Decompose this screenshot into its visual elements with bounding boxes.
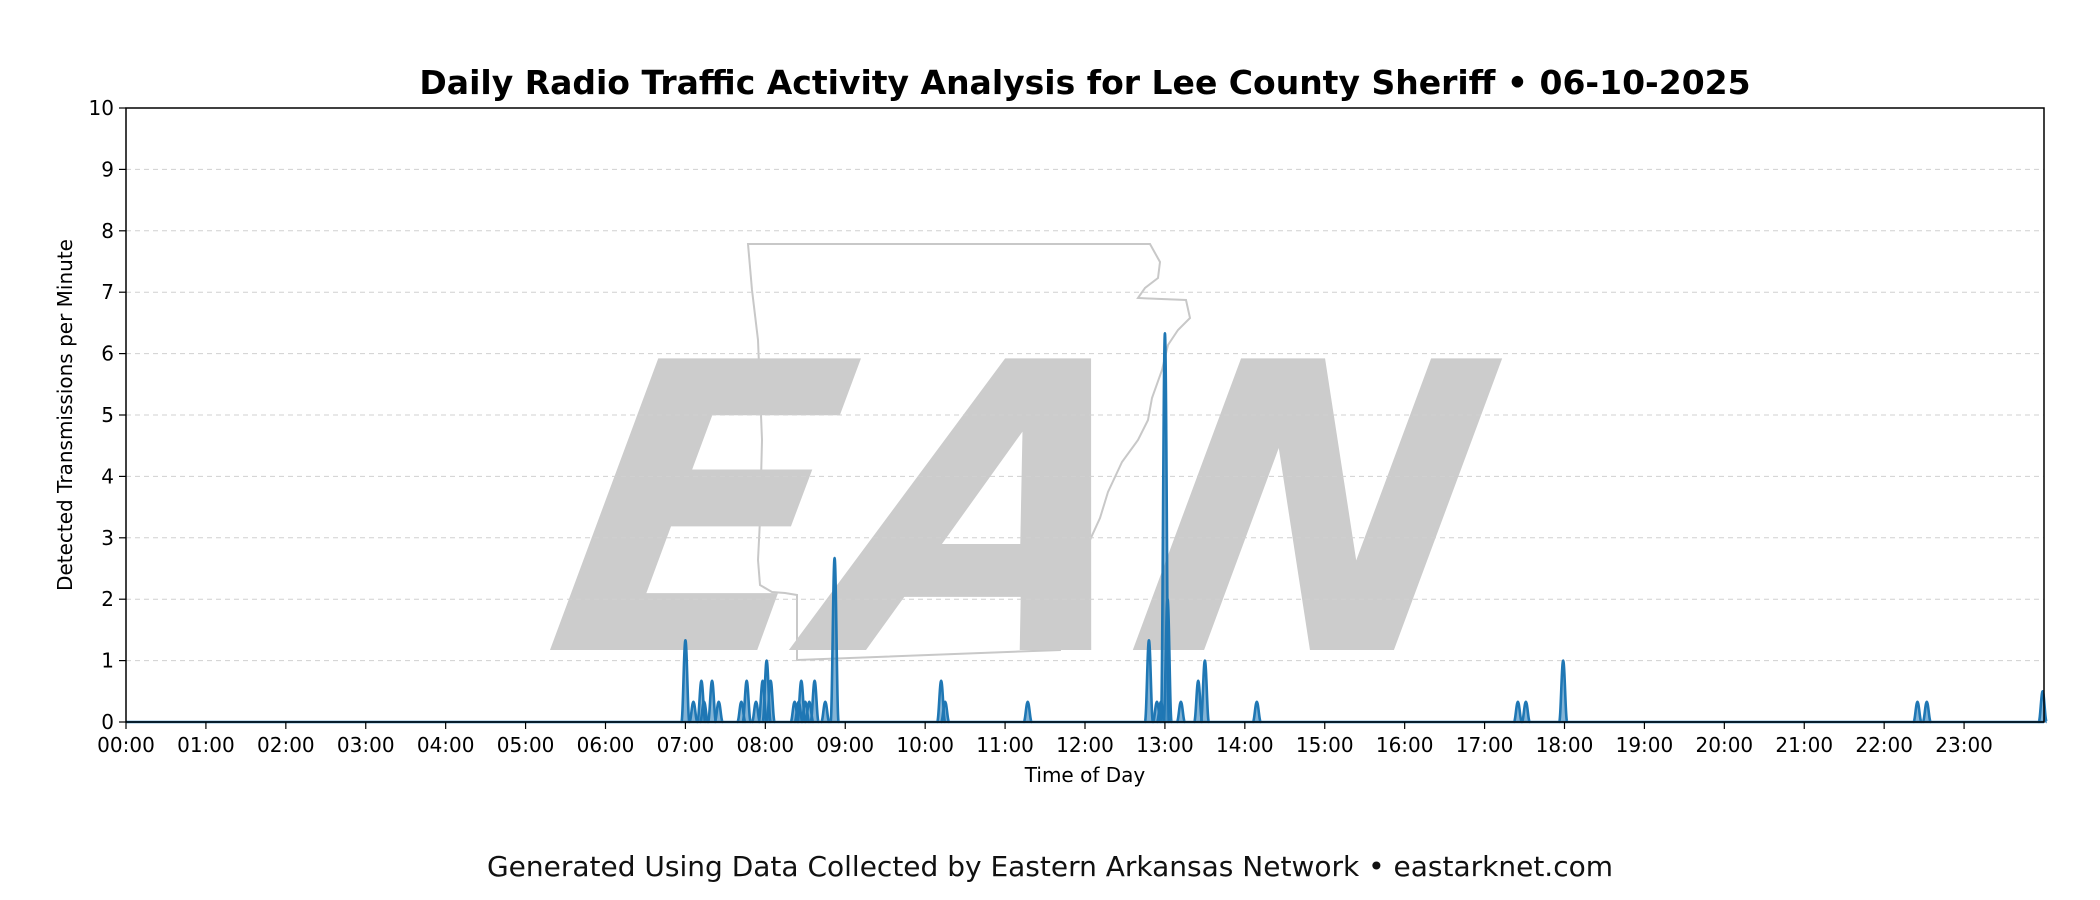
x-tick-label: 05:00 [497,733,555,757]
x-tick-label: 06:00 [577,733,635,757]
x-tick-label: 00:00 [97,733,155,757]
data-point [765,679,776,724]
data-point [688,700,699,724]
x-tick-label: 08:00 [737,733,795,757]
arkansas-outline [746,243,1192,662]
y-tick-label: 2 [101,587,114,611]
x-tick-label: 14:00 [1216,733,1274,757]
y-tick-label: 7 [101,280,114,304]
x-tick-label: 16:00 [1376,733,1434,757]
footer-credit: Generated Using Data Collected by Easter… [486,850,1613,883]
x-tick-label: 18:00 [1536,733,1594,757]
y-tick-label: 1 [101,649,114,673]
data-point [1512,700,1524,724]
x-tick-label: 21:00 [1775,733,1833,757]
x-tick-label: 22:00 [1855,733,1913,757]
data-point [1162,597,1173,724]
x-tick-label: 03:00 [337,733,395,757]
data-point [713,700,725,724]
y-axis: 0 1 2 3 4 5 6 7 8 9 10 [89,96,126,734]
data-point [706,679,718,724]
y-tick-label: 9 [101,157,114,181]
x-tick-label: 17:00 [1456,733,1514,757]
x-axis-label: Time of Day [1024,763,1146,787]
x-tick-label: 11:00 [976,733,1034,757]
data-point [829,556,840,724]
y-tick-label: 8 [101,219,114,243]
x-tick-label: 07:00 [657,733,715,757]
x-tick-label: 15:00 [1296,733,1354,757]
x-tick-label: 20:00 [1696,733,1754,757]
y-tick-label: 0 [101,710,114,734]
x-tick-label: 19:00 [1616,733,1674,757]
grid-lines [126,168,2044,662]
data-point [1143,639,1155,724]
data-point [698,700,710,724]
data-point [1251,700,1263,724]
y-tick-label: 4 [101,464,114,488]
data-point [1520,700,1532,724]
y-tick-label: 3 [101,526,114,550]
data-point [1912,700,1923,724]
watermark-logo: EAN [525,243,1525,745]
x-axis: 00:00 01:00 02:00 03:00 04:00 05:00 06:00 07:00… [97,722,1993,757]
data-point [1921,700,1933,724]
x-tick-label: 23:00 [1935,733,1993,757]
y-tick-label: 10 [89,96,114,120]
data-point [809,679,820,724]
data-point [1022,700,1034,724]
y-tick-label: 6 [101,342,114,366]
x-tick-label: 10:00 [896,733,954,757]
x-tick-label: 09:00 [816,733,874,757]
data-point [1175,700,1187,724]
data-point [741,679,752,724]
x-tick-label: 02:00 [257,733,315,757]
data-point [1557,659,1569,724]
data-point [939,700,951,724]
data-point [680,639,691,724]
x-tick-label: 12:00 [1056,733,1114,757]
data-point [819,700,831,724]
y-tick-label: 5 [101,403,114,427]
x-tick-label: 01:00 [177,733,235,757]
y-axis-label: Detected Transmissions per Minute [53,239,77,591]
x-tick-label: 13:00 [1136,733,1194,757]
chart-title: Daily Radio Traffic Activity Analysis fo… [419,63,1750,102]
data-point [1199,659,1211,724]
watermark-text: EAN [525,280,1525,745]
x-tick-label: 04:00 [417,733,475,757]
data-point [2037,689,2048,724]
